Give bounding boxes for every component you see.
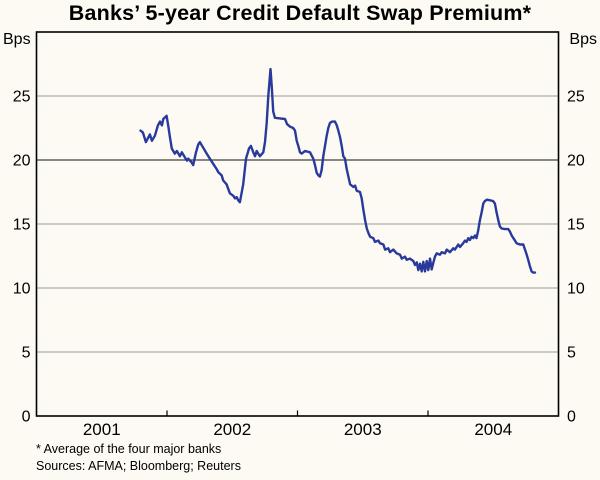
x-axis-label-2001: 2001 [83,420,121,439]
y-axis-label-right-5: 5 [567,345,576,362]
chart-title: Banks’ 5-year Credit Default Swap Premiu… [68,1,532,25]
chart-footnote: * Average of the four major banks [36,442,222,456]
y-axis-label-left-20: 20 [13,153,31,170]
right-axis-unit-label: Bps [569,31,597,48]
x-axis-label-2004: 2004 [474,420,512,439]
y-axis-label-left-0: 0 [22,409,31,426]
chart-sources: Sources: AFMA; Bloomberg; Reuters [36,459,241,473]
y-axis-label-left-25: 25 [13,89,31,106]
y-axis-label-right-0: 0 [567,409,576,426]
x-axis-label-2002: 2002 [213,420,251,439]
data-line-series-0 [139,67,537,274]
y-axis-label-left-10: 10 [13,281,31,298]
y-axis-label-right-20: 20 [567,153,585,170]
x-axis-label-2003: 2003 [344,420,382,439]
left-axis-unit-label: Bps [3,31,31,48]
y-axis-label-left-5: 5 [22,345,31,362]
y-axis-label-left-15: 15 [13,217,31,234]
y-axis-label-right-25: 25 [567,89,585,106]
y-axis-label-right-10: 10 [567,281,585,298]
y-axis-label-right-15: 15 [567,217,585,234]
